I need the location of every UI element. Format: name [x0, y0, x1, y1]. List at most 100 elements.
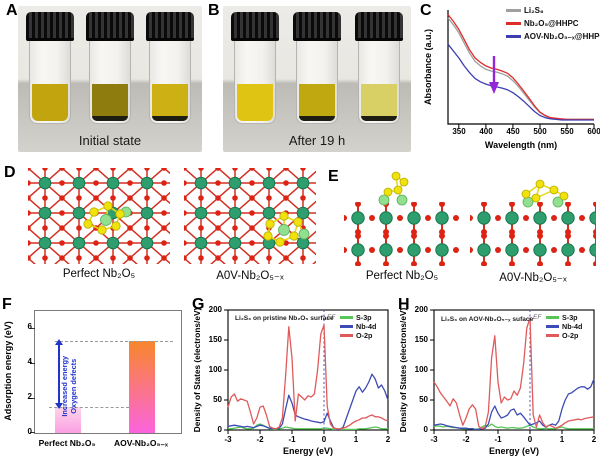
y-tick: 0	[217, 425, 222, 434]
panel-b-caption: After 19 h	[288, 133, 346, 148]
legend-label: O-2p	[562, 331, 579, 340]
legend-label: Nb₂O₅@HHPC	[524, 19, 579, 28]
x-tick: 1	[559, 435, 565, 444]
vial-glass	[234, 41, 276, 124]
y-tick: 6	[27, 322, 32, 331]
vial-liquid	[237, 84, 273, 121]
panel-g: G EF Li₂S₆ on pristine Nb₂O₅ surface S-3…	[188, 296, 395, 463]
x-tick: -2	[462, 435, 470, 444]
x-category-label: Perfect Nb₂O₅	[38, 438, 96, 448]
panel-b-label: B	[208, 2, 220, 19]
vial	[293, 12, 341, 124]
adsorption-energy-chart: Increased energy Oxygen defects	[30, 310, 182, 434]
vial	[355, 12, 403, 124]
x-ticks-c	[458, 124, 595, 128]
panel-f-label: F	[2, 296, 12, 313]
structure-caption-right: A0V-Nb₂O₅₋ₓ	[499, 272, 567, 284]
legend-item: Nb-4d	[546, 322, 582, 331]
dos-chart-pristine	[224, 309, 389, 434]
y-tick: 50	[213, 395, 222, 404]
vial-sediment	[361, 116, 397, 121]
annotation-line-1: Increased energy	[59, 355, 69, 417]
x-tick: -2	[256, 435, 264, 444]
curve-O-2p	[227, 324, 389, 430]
structure-image-perfect-nb2o5-side	[344, 171, 460, 266]
li2s6-cluster	[263, 211, 310, 247]
vial-glass	[149, 41, 191, 124]
bar-aov-nb2o5x	[129, 340, 155, 433]
curve-AOV-Nb₂O₅₋ₓ@HHPC	[447, 43, 594, 121]
y-tick: 0	[423, 425, 428, 434]
legend-swatch	[340, 334, 353, 337]
vial	[86, 12, 134, 124]
vial-cap	[231, 12, 279, 41]
x-tick: -1	[494, 435, 502, 444]
li2s6-molecule	[521, 179, 569, 208]
legend-swatch	[340, 316, 353, 319]
x-axis-label: Wavelength (nm)	[484, 140, 558, 150]
vial-liquid	[299, 84, 335, 121]
annotation-line-2: Oxygen defects	[69, 358, 78, 414]
absorbance-chart	[447, 10, 595, 128]
legend-label: Nb-4d	[562, 322, 583, 331]
nb2o5x-lattice	[184, 168, 316, 264]
legend-label: Li₂S₆	[524, 6, 544, 15]
x-tick: -1	[288, 435, 296, 444]
legend-label: S-3p	[356, 313, 372, 322]
dos-chart-defective	[430, 309, 595, 434]
x-tick: 600	[587, 127, 600, 136]
y-tick: 0	[27, 427, 32, 436]
legend-swatch	[546, 325, 559, 328]
legend-item: Li₂S₆	[506, 6, 544, 15]
y-tick-mark	[30, 398, 35, 399]
fermi-label: EF	[327, 314, 336, 321]
curve-Nb-4d	[227, 373, 389, 431]
panel-e: E	[320, 160, 600, 295]
bar-perfect-nb2o5	[55, 406, 81, 433]
annotation-text: Increased energy Oxygen defects	[60, 326, 79, 446]
curves-h	[433, 317, 595, 431]
curve-Nb₂O₅@HHPC	[447, 14, 594, 121]
panel-a-label: A	[6, 2, 18, 19]
curve-Nb-4d	[433, 378, 595, 431]
dashed-level-low	[49, 406, 129, 408]
y-tick: 2	[27, 392, 32, 401]
vial-liquid	[361, 84, 397, 121]
x-tick: 350	[452, 127, 466, 136]
in-plot-title: Li₂S₆ on AOV-Nb₂O₅₋ₓ suface	[441, 316, 534, 323]
axes-c	[447, 10, 594, 125]
vial-glass	[358, 41, 400, 124]
panel-h: H EF Li₂S₆ on AOV-Nb₂O₅₋ₓ suface S-3p Nb…	[394, 296, 600, 463]
legend-swatch	[506, 35, 521, 38]
x-tick: 500	[533, 127, 547, 136]
nb2o5x-slab	[470, 202, 596, 266]
y-tick: 200	[208, 305, 222, 314]
panel-d-label: D	[4, 164, 16, 181]
x-category-label: AOV-Nb₂O₅₋ₓ	[114, 438, 168, 448]
structure-caption-left: Perfect Nb₂O₅	[365, 270, 439, 282]
panel-a-photo: Initial state	[18, 6, 202, 152]
tick-marks	[224, 309, 389, 434]
vial-glass	[89, 41, 131, 124]
legend-label: Nb-4d	[356, 322, 377, 331]
curves-c	[447, 14, 594, 121]
vial-glass	[29, 41, 71, 124]
vial-cap	[146, 12, 194, 41]
y-tick-mark	[30, 432, 35, 433]
panel-e-label: E	[328, 168, 339, 185]
panel-g-label: G	[192, 296, 205, 313]
x-tick: -3	[430, 435, 438, 444]
y-tick: 50	[419, 395, 428, 404]
curves-g	[227, 324, 389, 431]
structure-image-perfect-nb2o5-top	[28, 168, 170, 264]
x-tick: 0	[321, 435, 327, 444]
vial-sediment	[299, 116, 335, 121]
panel-c-label: C	[420, 2, 432, 19]
panel-b: B	[205, 0, 418, 158]
legend-item: AOV-Nb₂O₅₋ₓ@HHPC	[506, 32, 600, 41]
legend-item: O-2p	[546, 331, 578, 340]
arrow-head	[489, 82, 499, 94]
vial-sediment	[92, 116, 128, 121]
li2s6-cluster	[83, 201, 132, 235]
